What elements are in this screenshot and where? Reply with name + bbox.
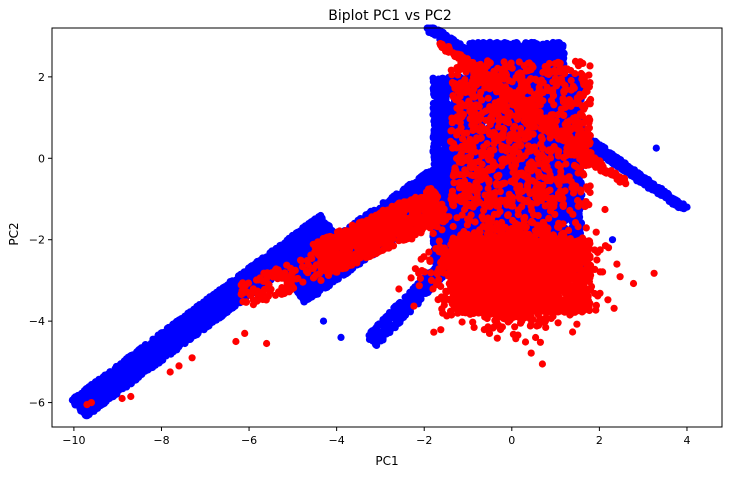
data-point (372, 332, 380, 340)
data-point (398, 305, 406, 313)
data-point (271, 258, 279, 266)
data-point (170, 321, 178, 330)
data-point (373, 325, 381, 333)
data-point (173, 335, 181, 343)
chart-title: Biplot PC1 vs PC2 (328, 8, 452, 24)
data-point (198, 309, 206, 317)
data-point (290, 253, 299, 261)
data-point (99, 398, 107, 406)
data-point (191, 307, 199, 315)
data-point (139, 365, 147, 373)
data-point (143, 345, 151, 353)
data-point (189, 314, 197, 322)
data-point (121, 381, 129, 389)
data-point (166, 328, 174, 336)
data-point (227, 291, 235, 299)
data-point (296, 227, 304, 235)
data-point (304, 287, 312, 295)
data-point (120, 367, 128, 375)
data-point (248, 262, 256, 270)
data-point (240, 268, 248, 276)
data-point (229, 304, 237, 312)
data-point (396, 312, 404, 320)
data-point (165, 347, 173, 355)
data-point (72, 398, 80, 407)
data-point (289, 236, 297, 244)
data-point (157, 338, 165, 346)
data-point (312, 286, 320, 294)
data-point (210, 290, 218, 298)
data-point (82, 388, 90, 396)
data-point (201, 319, 210, 327)
data-points (68, 24, 691, 420)
data-point (188, 321, 196, 329)
data-point (191, 328, 199, 336)
data-point (219, 295, 227, 303)
data-point (324, 281, 332, 289)
data-point (207, 303, 215, 311)
data-point (106, 388, 114, 397)
data-point (184, 332, 192, 340)
data-point (212, 313, 220, 321)
data-point (110, 373, 118, 381)
data-point (292, 243, 300, 251)
data-point (256, 257, 264, 265)
data-point (401, 190, 409, 198)
data-point (303, 295, 311, 303)
data-point (272, 247, 280, 255)
data-point (382, 314, 390, 322)
data-point (119, 359, 127, 367)
data-point (299, 240, 307, 248)
data-point (132, 370, 140, 378)
data-point (146, 356, 155, 364)
data-point (365, 335, 374, 343)
data-point (178, 319, 186, 327)
data-point (382, 330, 390, 338)
data-point (136, 354, 144, 362)
data-point (332, 276, 340, 284)
data-point (303, 222, 311, 230)
data-point (126, 365, 134, 373)
data-point (104, 372, 112, 380)
data-point (265, 253, 273, 261)
data-point (150, 347, 158, 355)
data-point (206, 313, 214, 321)
data-point (94, 380, 102, 388)
data-point (391, 321, 399, 329)
data-point (314, 221, 323, 229)
data-point (222, 308, 230, 316)
data-point (402, 293, 410, 301)
data-point (158, 356, 166, 364)
data-point (172, 342, 180, 350)
